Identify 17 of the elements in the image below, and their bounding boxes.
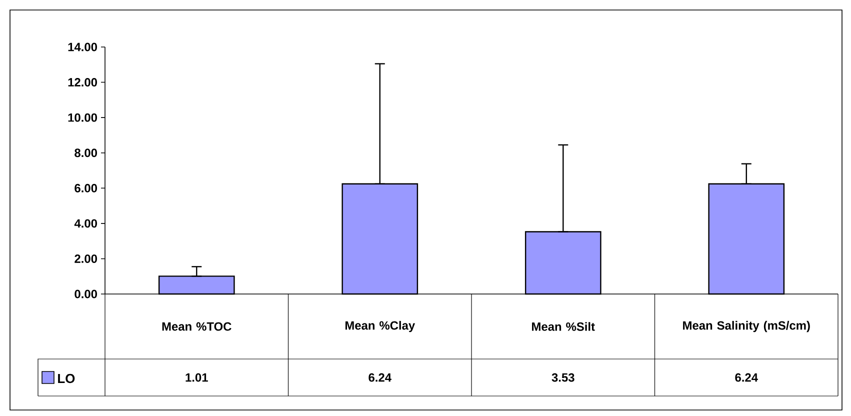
x-tick-label: Mean %TOC: [162, 322, 232, 331]
y-tick-label: 0.00: [74, 290, 97, 298]
x-tick-label: Mean Salinity (mS/cm): [683, 320, 810, 332]
data-label: 1.01: [186, 373, 208, 382]
y-tick-label: 8.00: [74, 148, 97, 158]
data-label: 6.24: [368, 373, 392, 382]
y-tick-label: 6.00: [74, 184, 97, 192]
legend-label: LO: [58, 374, 75, 384]
x-tick-label: Mean %Clay: [345, 320, 416, 332]
x-tick-label: Mean %Silt: [532, 322, 595, 331]
y-tick-label: 2.00: [74, 254, 97, 263]
y-tick-label: 12.00: [68, 78, 97, 87]
y-tick-label: 14.00: [68, 42, 97, 52]
data-label: 3.53: [552, 373, 574, 382]
data-label: 6.24: [735, 373, 758, 382]
y-tick-label: 4.00: [74, 219, 97, 228]
y-tick-label: 10.00: [68, 113, 97, 122]
